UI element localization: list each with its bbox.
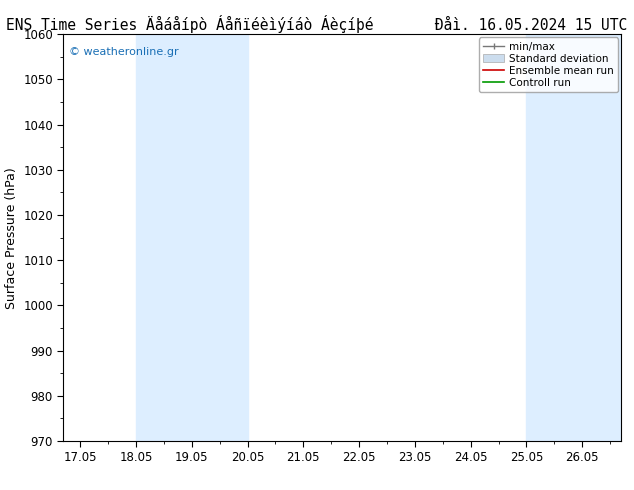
Text: © weatheronline.gr: © weatheronline.gr: [69, 47, 179, 56]
Legend: min/max, Standard deviation, Ensemble mean run, Controll run: min/max, Standard deviation, Ensemble me…: [479, 37, 618, 92]
Bar: [526, 34, 621, 441]
Bar: [136, 34, 247, 441]
Text: ENS Time Series Äåáåípò Áåñïéèìýíáò Áèçíþé       Đåì. 16.05.2024 15 UTC: ENS Time Series Äåáåípò Áåñïéèìýíáò Áèçí…: [6, 15, 628, 33]
Y-axis label: Surface Pressure (hPa): Surface Pressure (hPa): [4, 167, 18, 309]
